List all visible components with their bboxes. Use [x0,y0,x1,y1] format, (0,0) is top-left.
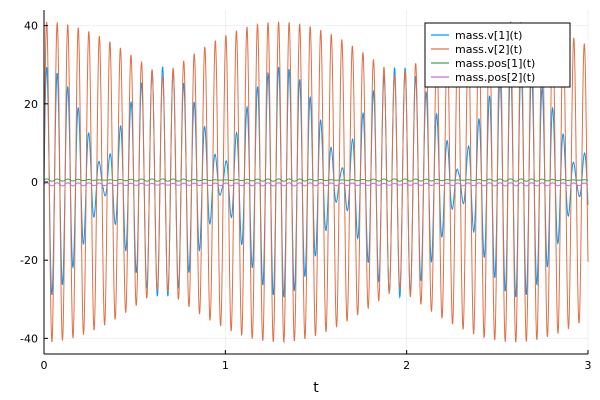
x-tick-label: 0 [41,359,48,372]
y-tick-label: -40 [20,332,38,345]
y-tick-label: 0 [31,176,38,189]
tick-labels: 0 1 2 3 -40 -20 0 20 40 [20,20,591,372]
x-tick-label: 1 [222,359,229,372]
legend-label-1: mass.v[1](t) [455,29,522,42]
legend-box [424,22,571,88]
x-tick-label: 3 [585,359,592,372]
y-tick-label: -20 [20,254,38,267]
axes [43,10,589,355]
series-line-3 [43,178,589,182]
y-tick-label: 40 [24,20,38,33]
series-line-2 [43,20,589,344]
legend: mass.v[1](t)mass.v[2](t)mass.pos[1](t)ma… [424,22,571,88]
x-axis-label: t [313,380,319,396]
legend-label-2: mass.v[2](t) [455,43,522,56]
series-lines [43,20,589,344]
legend-label-4: mass.pos[2](t) [455,71,535,84]
x-tick-label: 2 [403,359,410,372]
legend-label-3: mass.pos[1](t) [455,57,535,70]
y-tick-label: 20 [24,98,38,111]
series-line-4 [43,182,589,187]
